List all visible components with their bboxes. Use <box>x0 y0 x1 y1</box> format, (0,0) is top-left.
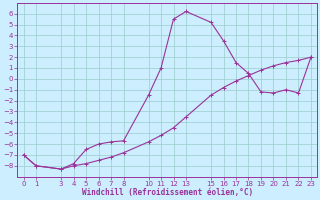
X-axis label: Windchill (Refroidissement éolien,°C): Windchill (Refroidissement éolien,°C) <box>82 188 253 197</box>
